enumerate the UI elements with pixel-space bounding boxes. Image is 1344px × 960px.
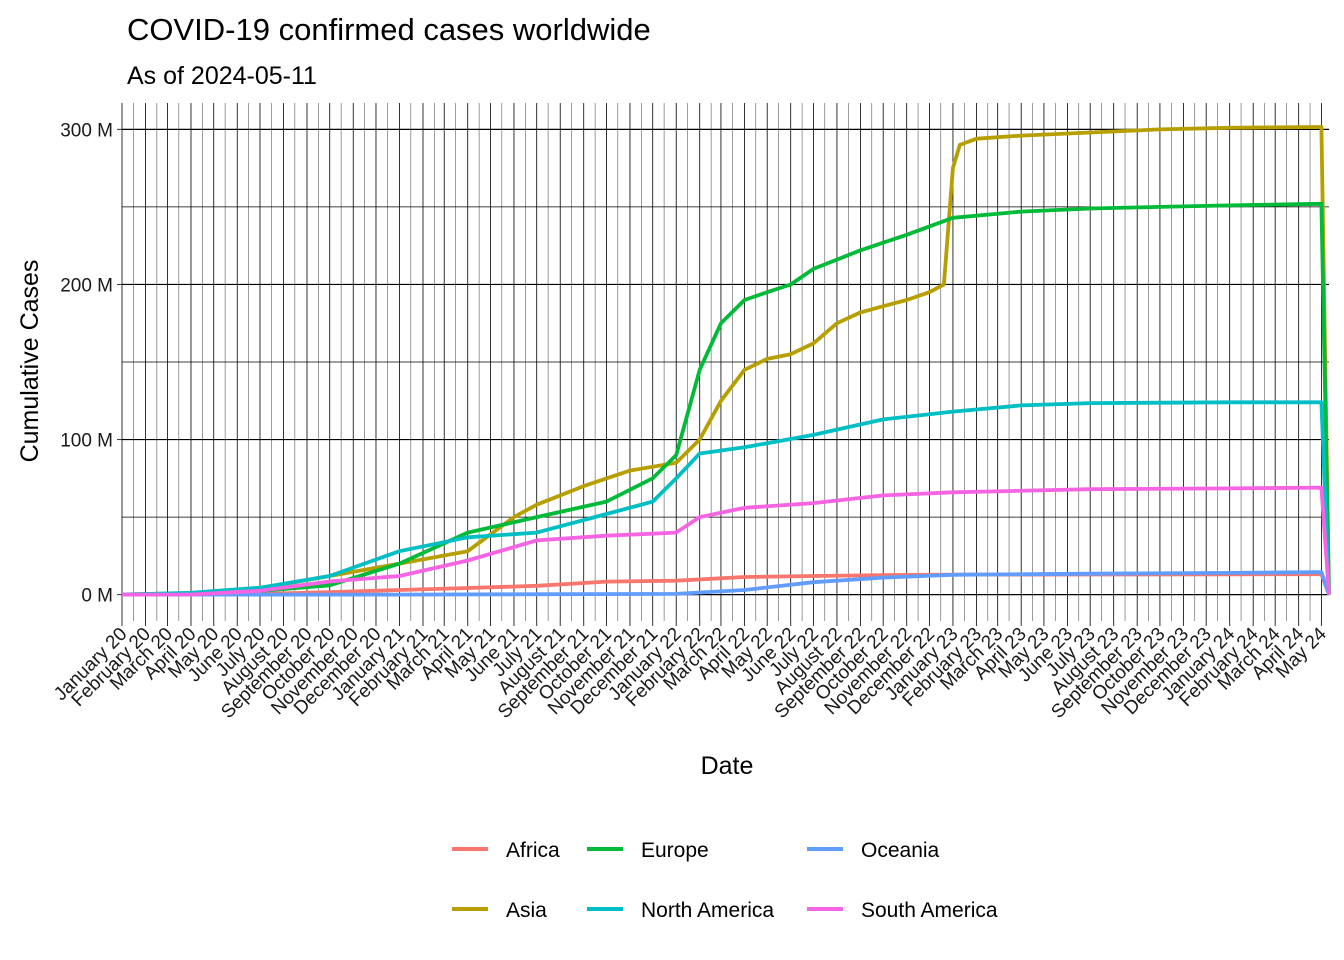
y-tick-label: 300 M bbox=[60, 120, 113, 141]
series-lines bbox=[121, 125, 1331, 597]
legend-label: Europe bbox=[641, 839, 709, 862]
legend-item-south-america: South America bbox=[807, 899, 998, 922]
chart-title: COVID-19 confirmed cases worldwide bbox=[127, 12, 651, 47]
x-axis-title: Date bbox=[701, 752, 754, 780]
series-line-europe bbox=[121, 201, 1331, 597]
series-line-south-america bbox=[121, 485, 1331, 597]
chart-subtitle: As of 2024-05-11 bbox=[127, 62, 317, 90]
legend-label: Asia bbox=[506, 899, 547, 922]
y-tick-label: 200 M bbox=[60, 275, 113, 296]
y-axis-title: Cumulative Cases bbox=[16, 260, 44, 463]
legend-item-asia: Asia bbox=[452, 899, 547, 922]
y-axis-ticks: 0 M 100 M 200 M 300 M bbox=[60, 120, 122, 607]
plot-panel bbox=[121, 103, 1331, 621]
y-tick-label: 100 M bbox=[60, 431, 113, 452]
legend: Africa Asia Europe North America Oceania Sout… bbox=[452, 839, 998, 922]
legend-label: South America bbox=[861, 899, 998, 922]
legend-item-africa: Africa bbox=[452, 839, 560, 862]
legend-label: Oceania bbox=[861, 839, 940, 862]
series-line-north-america bbox=[121, 400, 1331, 597]
y-tick-label: 0 M bbox=[81, 586, 113, 607]
series-line-oceania bbox=[122, 570, 1331, 597]
legend-label: Africa bbox=[506, 839, 560, 862]
legend-item-north-america: North America bbox=[587, 899, 774, 922]
grid-lines bbox=[121, 103, 1329, 621]
legend-item-europe: Europe bbox=[587, 839, 709, 862]
series-line-asia bbox=[121, 125, 1331, 597]
legend-item-oceania: Oceania bbox=[807, 839, 940, 862]
legend-label: North America bbox=[641, 899, 774, 922]
